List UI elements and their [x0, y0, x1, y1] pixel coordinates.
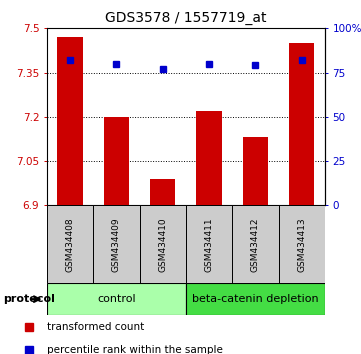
Bar [150, 179, 175, 205]
Bar [104, 117, 129, 205]
Bar [186, 283, 325, 315]
Text: GSM434412: GSM434412 [251, 217, 260, 272]
Bar [232, 205, 279, 283]
Bar [93, 205, 140, 283]
Bar [243, 137, 268, 205]
Bar [196, 111, 222, 205]
Text: beta-catenin depletion: beta-catenin depletion [192, 294, 319, 304]
Text: GSM434413: GSM434413 [297, 217, 306, 272]
Text: transformed count: transformed count [47, 321, 144, 332]
Text: protocol: protocol [4, 294, 56, 304]
Bar [140, 205, 186, 283]
Text: GSM434408: GSM434408 [66, 217, 75, 272]
Bar [186, 205, 232, 283]
Text: GSM434410: GSM434410 [158, 217, 167, 272]
Text: GSM434411: GSM434411 [205, 217, 214, 272]
Bar [57, 37, 83, 205]
Bar [47, 205, 93, 283]
Text: percentile rank within the sample: percentile rank within the sample [47, 344, 223, 354]
Bar [279, 205, 325, 283]
Text: GSM434409: GSM434409 [112, 217, 121, 272]
Bar [47, 283, 186, 315]
Title: GDS3578 / 1557719_at: GDS3578 / 1557719_at [105, 11, 267, 24]
Text: control: control [97, 294, 136, 304]
Bar [289, 43, 314, 205]
